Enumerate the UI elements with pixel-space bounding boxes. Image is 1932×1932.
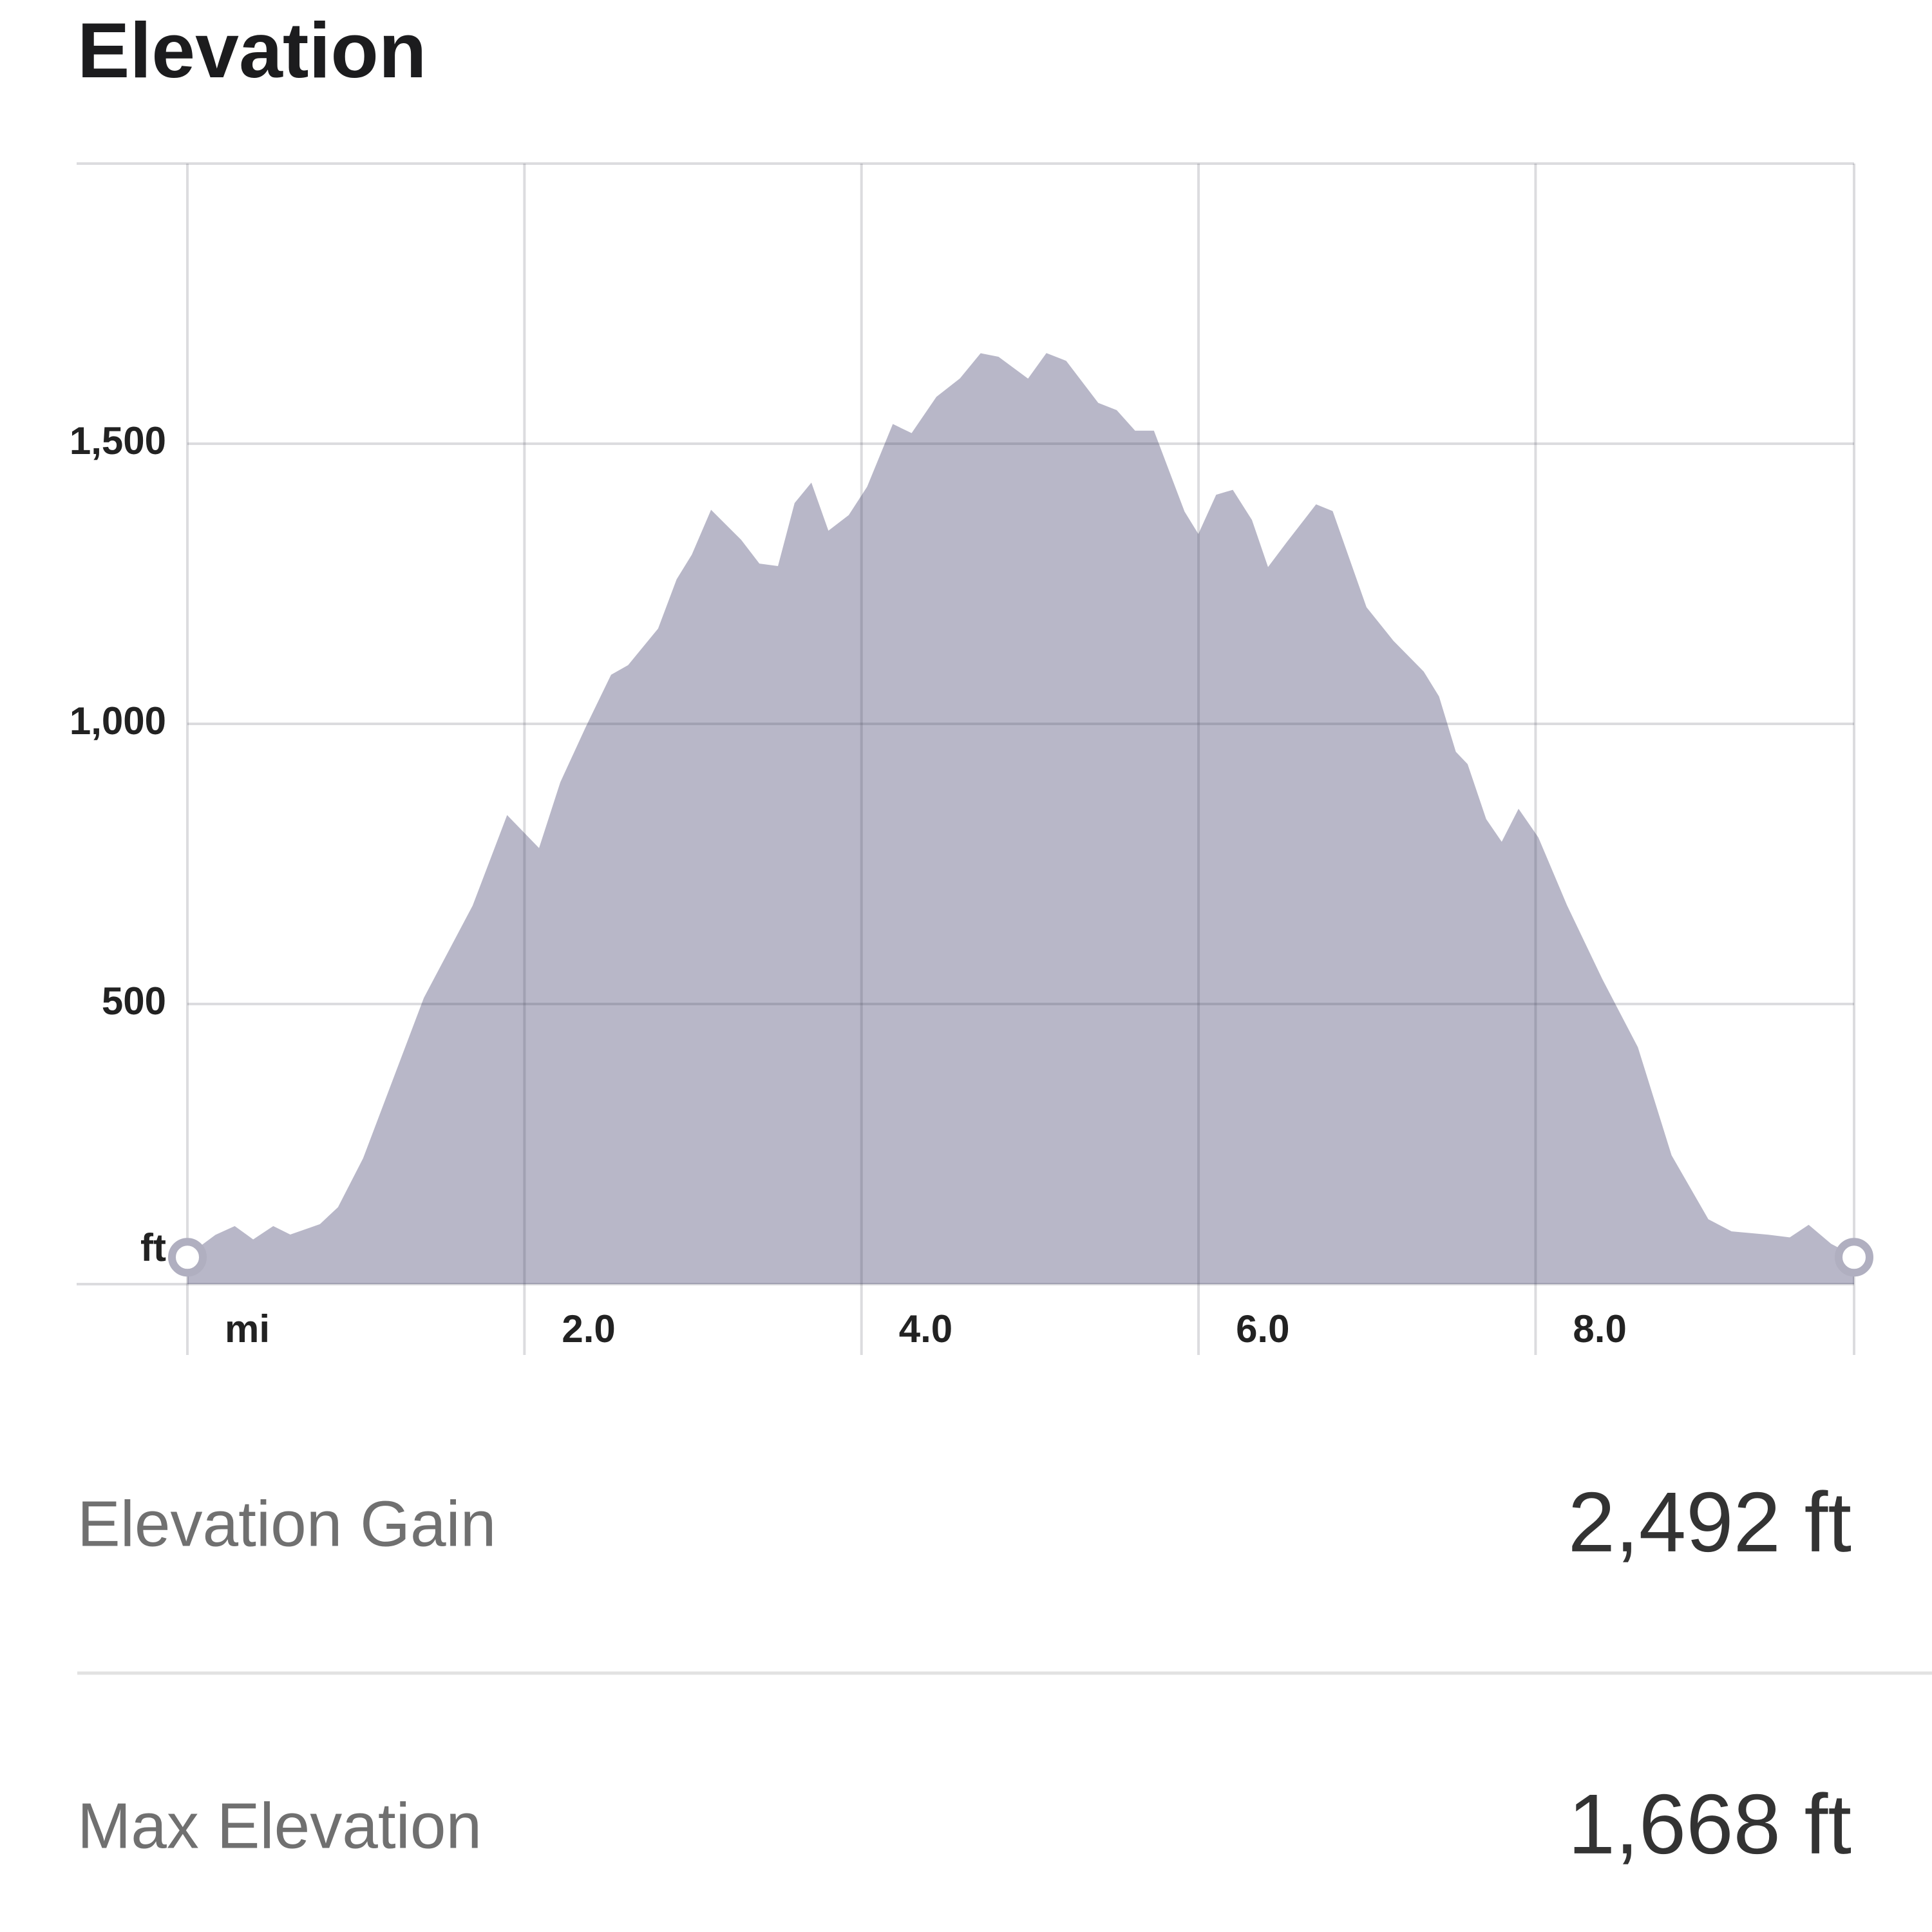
stat-label: Elevation Gain (77, 1488, 496, 1560)
y-tick-label: 500 (102, 980, 166, 1023)
x-tick-label: 8.0 (1573, 1307, 1626, 1350)
stat-label: Max Elevation (77, 1790, 482, 1862)
y-tick-label: 1,500 (70, 419, 166, 462)
y-tick-label: 1,000 (70, 699, 166, 743)
chart-title: Elevation (77, 6, 426, 94)
area-line (186, 353, 1855, 1259)
x-tick-label: mi (225, 1307, 270, 1350)
area-fill (187, 354, 1854, 1285)
x-tick-label: 2.0 (562, 1307, 615, 1350)
endpoint-marker (1835, 1238, 1873, 1277)
stat-value: 1,668 ft (1568, 1777, 1852, 1871)
x-tick-label: 4.0 (899, 1307, 952, 1350)
x-tick-label: 6.0 (1236, 1307, 1289, 1350)
endpoint-marker (168, 1238, 207, 1277)
stat-value: 2,492 ft (1568, 1475, 1852, 1569)
y-tick-label: ft (140, 1226, 166, 1269)
